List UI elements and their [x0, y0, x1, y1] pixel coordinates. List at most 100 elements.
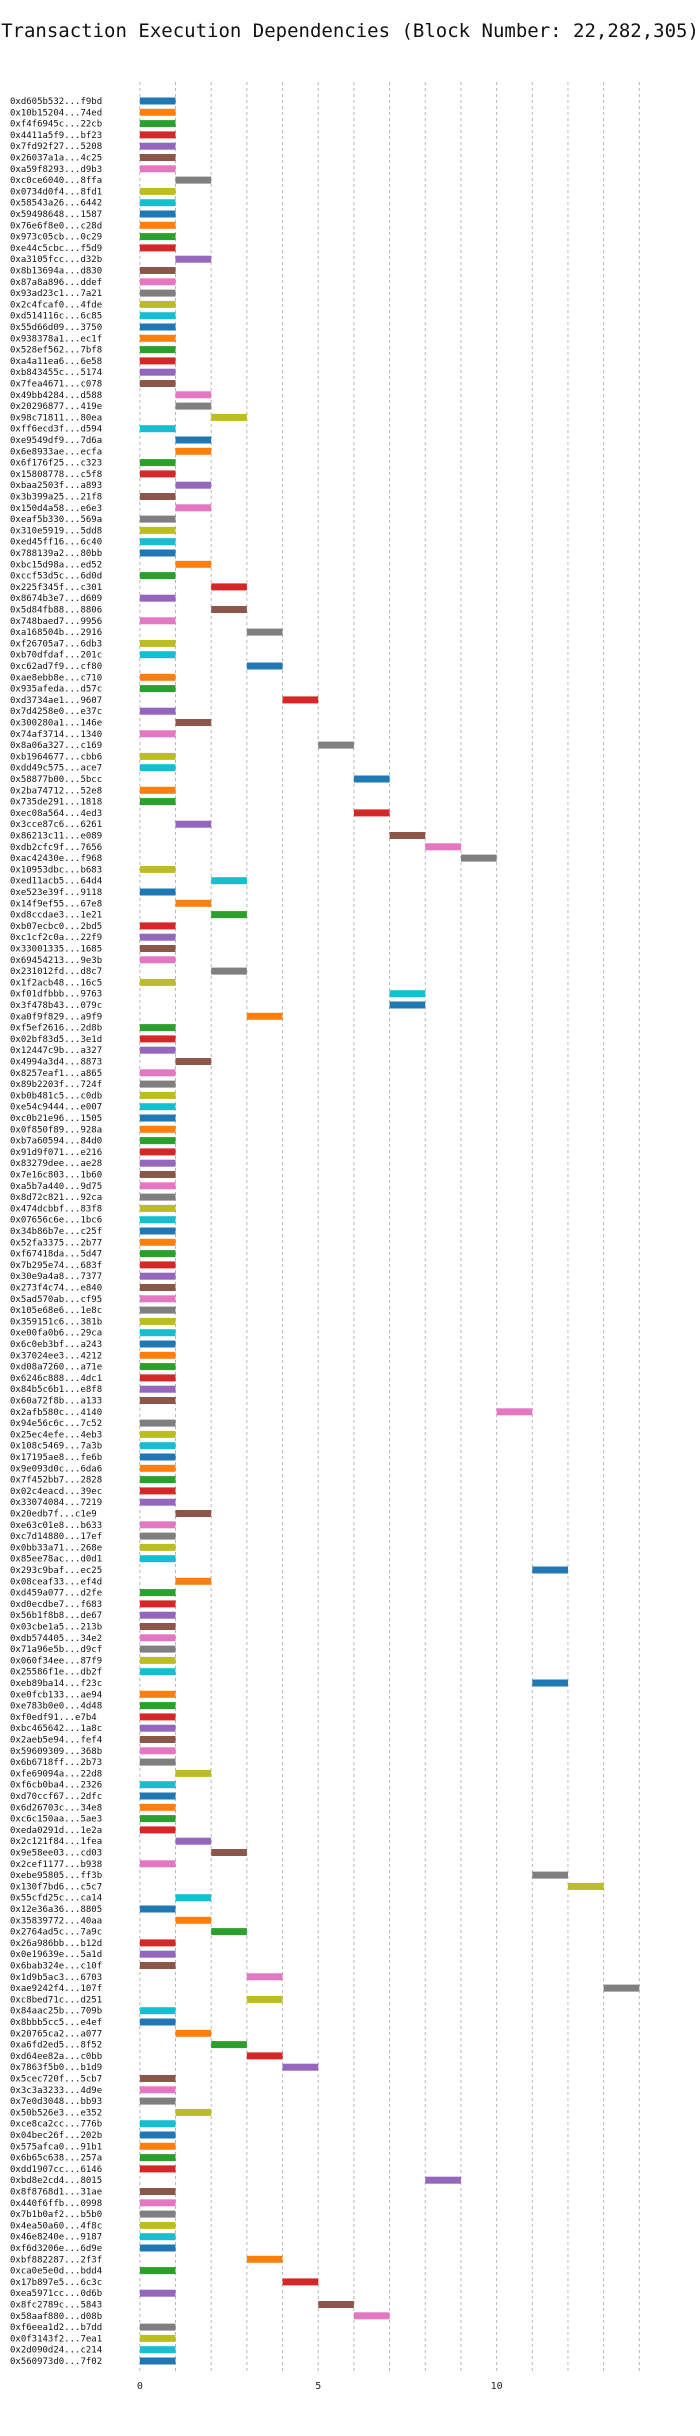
bar-0x2cef1177...b938: [139, 1860, 176, 1868]
y-tick-label: 0x60a72f8b...a133: [10, 1397, 102, 1407]
y-tick-label: 0x10b15204...74ed: [10, 108, 102, 118]
bar-series: [139, 97, 640, 2365]
bar-0x59498648...1587: [139, 210, 176, 218]
y-tick-label: 0x49bb4284...d588: [10, 391, 102, 401]
y-tick-label: 0x02bf83d5...3e1d: [10, 1035, 102, 1045]
bar-0x6b65c638...257a: [139, 2154, 176, 2162]
y-tick-label: 0x0f3143f2...7ea1: [10, 2334, 102, 2344]
bar-0x7e0d3048...bb93: [139, 2097, 176, 2105]
bar-0x300280a1...146e: [175, 719, 212, 726]
y-tick-label: 0xa4a11ea6...6e58: [10, 357, 102, 367]
y-tick-label: 0x03cbe1a5...213b: [10, 1623, 102, 1633]
bar-0xbf882287...2f3f: [246, 2255, 283, 2263]
bar-0x34b86b7e...c25f: [139, 1227, 176, 1235]
y-tick-label: 0xc0b21e96...1505: [10, 1114, 102, 1124]
y-tick-label: 0x15808778...c5f8: [10, 470, 102, 480]
bar-0x15808778...c5f8: [139, 470, 176, 478]
bar-0x310e5919...5dd8: [139, 526, 176, 534]
bar-0x3c3a3233...4d9e: [139, 2086, 176, 2094]
y-tick-label: 0xf5ef2616...2d8b: [10, 1024, 102, 1034]
y-tick-label: 0x04bec26f...202b: [10, 2131, 102, 2141]
y-tick-label: 0x7b295e74...683f: [10, 1261, 102, 1271]
y-tick-label: 0x86213c11...e089: [10, 832, 102, 842]
y-tick-label: 0xd64ee82a...c0bb: [10, 2052, 102, 2062]
bar-0xe63c01e8...b633: [139, 1521, 176, 1529]
y-tick-label: 0xbf882287...2f3f: [10, 2255, 102, 2265]
y-tick-label: 0xb843455c...5174: [10, 368, 102, 378]
y-tick-label: 0x4411a5f9...bf23: [10, 131, 102, 141]
y-tick-label: 0x300280a1...146e: [10, 719, 102, 729]
bar-0x12447c9b...a327: [139, 1046, 176, 1054]
bar-0xae9242f4...107f: [603, 1984, 640, 1992]
y-tick-label: 0xa0f9f829...a9f9: [10, 1012, 102, 1022]
y-tick-label: 0x2aeb5e94...fef4: [10, 1736, 102, 1746]
bar-0xb7a60594...84d0: [139, 1137, 176, 1145]
bar-0x58aaf880...d08b: [353, 2312, 390, 2320]
y-tick-label: 0xec08a564...4ed3: [10, 809, 102, 819]
y-tick-label: 0x3f478b43...079c: [10, 1001, 102, 1011]
y-tick-label: 0xc1cf2c0a...22f9: [10, 933, 102, 943]
bar-0x8d72c821...92ca: [139, 1193, 176, 1201]
y-tick-label: 0xac42430e...f968: [10, 854, 102, 864]
y-tick-label: 0x9e58ee03...cd03: [10, 1849, 102, 1859]
x-tick-labels: 0 5 10: [137, 2381, 503, 2392]
y-tick-label: 0xd459a077...d2fe: [10, 1589, 102, 1599]
bar-0xb07ecbc0...2bd5: [139, 922, 176, 930]
y-tick-label: 0x56b1f8b8...de67: [10, 1611, 102, 1621]
bar-0xa6fd2ed5...8f52: [211, 2041, 247, 2049]
y-tick-label: 0x0f850f89...928a: [10, 1125, 102, 1135]
y-tick-label: 0x83279dee...ae28: [10, 1159, 102, 1169]
bar-0x735de291...1818: [139, 798, 176, 806]
y-tick-label: 0xdb2cfc9f...7656: [10, 843, 102, 853]
y-tick-label: 0xf0edf91...e7b4: [10, 1713, 97, 1723]
bar-0xd8ccdae3...1e21: [211, 911, 247, 919]
bar-0xce8ca2cc...776b: [139, 2120, 176, 2128]
grid-lines: [139, 82, 640, 2373]
y-tick-label: 0x2764ad5c...7a9c: [10, 1928, 102, 1938]
bar-0x60a72f8b...a133: [139, 1397, 176, 1404]
bar-0xdb2cfc9f...7656: [425, 843, 461, 851]
bar-0x7f452bb7...2828: [139, 1476, 176, 1484]
x-tick-label: 10: [491, 2381, 503, 2392]
bar-0xc8bed71c...d251: [246, 1995, 283, 2003]
y-tick-label: 0x8d72c821...92ca: [10, 1193, 102, 1203]
y-tick-label: 0xe44c5cbc...f5d9: [10, 244, 102, 254]
bar-0x6bab324e...c10f: [139, 1962, 176, 1969]
y-tick-label: 0x69454213...9e3b: [10, 956, 102, 966]
bar-0x02c4eacd...39ec: [139, 1487, 176, 1495]
bar-0xf4f6945c...22cb: [139, 120, 176, 128]
bar-0x37024ee3...4212: [139, 1351, 176, 1359]
y-tick-label: 0x0e19639e...5a1d: [10, 1950, 102, 1960]
bar-0x060f34ee...87f9: [139, 1656, 176, 1664]
bar-0x10953dbc...b683: [139, 865, 176, 873]
x-tick-label: 5: [315, 2381, 321, 2392]
bar-0x6e8933ae...ecfa: [175, 447, 212, 455]
bar-0x93ad23c1...7a21: [139, 289, 176, 297]
bar-0x25ec4efe...4eb3: [139, 1430, 176, 1438]
bar-0xc7d14880...17ef: [139, 1532, 176, 1540]
y-tick-label: 0x231012fd...d8c7: [10, 967, 102, 977]
bar-0x03cbe1a5...213b: [139, 1623, 176, 1630]
y-tick-label: 0xe783b0e0...4d48: [10, 1702, 102, 1712]
bar-0x2afb580c...4140: [496, 1408, 533, 1416]
y-tick-label: 0x5d84fb88...8806: [10, 606, 102, 616]
bar-0xeda0291d...1e2a: [139, 1826, 176, 1834]
y-tick-label: 0x6b65c638...257a: [10, 2154, 102, 2164]
y-tick-label: 0xc6c150aa...5ae3: [10, 1815, 102, 1825]
y-tick-label: 0xc7d14880...17ef: [10, 1532, 102, 1542]
y-tick-label: 0x10953dbc...b683: [10, 865, 102, 875]
bar-0xe523e39f...9118: [139, 888, 176, 896]
bar-0x2c4fcaf0...4fde: [139, 300, 176, 308]
bar-0x440f6ffb...0998: [139, 2199, 176, 2207]
bar-0xd0ecdbe7...f683: [139, 1600, 176, 1608]
y-tick-label: 0x25586f1e...db2f: [10, 1668, 102, 1678]
bar-0xb0b481c5...c0db: [139, 1091, 176, 1099]
y-tick-label: 0xccf53d5c...6d0d: [10, 572, 102, 582]
y-tick-label: 0x93ad23c1...7a21: [10, 289, 102, 299]
y-tick-label: 0x84aac25b...709b: [10, 2007, 102, 2017]
y-tick-label: 0x7fea4671...c078: [10, 380, 102, 390]
x-tick-label: 0: [137, 2381, 143, 2392]
y-tick-label: 0x528ef562...7bf8: [10, 346, 102, 356]
bar-0x6246c888...4dc1: [139, 1374, 176, 1382]
